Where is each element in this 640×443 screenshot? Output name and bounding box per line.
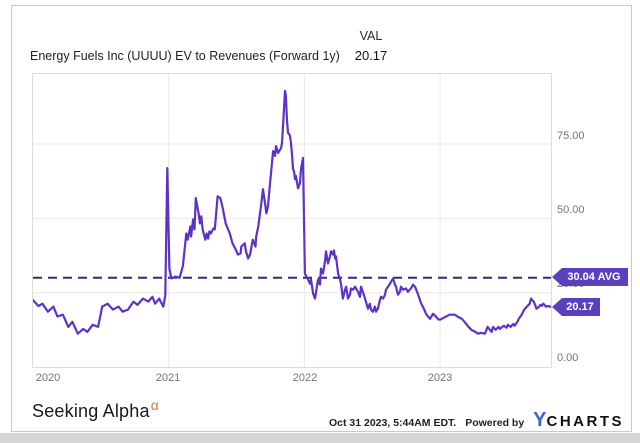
alpha-symbol: α [150,397,159,413]
last-value-badge: 20.17 [552,298,600,316]
ycharts-wordmark: CHARTS [546,413,624,430]
plot-svg [33,74,551,367]
page-background-strip [0,433,640,443]
seeking-alpha-wordmark: Seeking Alpha [32,401,150,421]
average-value-badge: 30.04 AVG [552,268,628,286]
x-tick-2022: 2022 [292,372,318,384]
x-tick-2021: 2021 [155,372,181,384]
y-tick-50: 50.00 [557,204,585,216]
val-current-value: 20.17 [354,48,388,63]
chart-timestamp: Oct 31 2023, 5:44AM EDT. [328,417,457,429]
val-column-header: VAL [359,29,383,43]
chart-title: Energy Fuels Inc (UUUU) EV to Revenues (… [30,49,340,63]
powered-by-label: Powered by [465,417,525,429]
y-tick-75: 75.00 [557,130,585,142]
footer-right: Oct 31 2023, 5:44AM EDT. Powered by Y CHA… [329,409,624,432]
y-tick-0: 0.00 [557,352,579,364]
ycharts-logo[interactable]: Y CHARTS [533,409,624,432]
x-tick-2020: 2020 [35,372,61,384]
chart-card: Energy Fuels Inc (UUUU) EV to Revenues (… [11,5,632,432]
ycharts-y-icon: Y [533,409,547,431]
seeking-alpha-logo[interactable]: Seeking Alphaα [32,397,159,422]
x-tick-2023: 2023 [427,372,453,384]
plot-area[interactable] [32,73,552,368]
